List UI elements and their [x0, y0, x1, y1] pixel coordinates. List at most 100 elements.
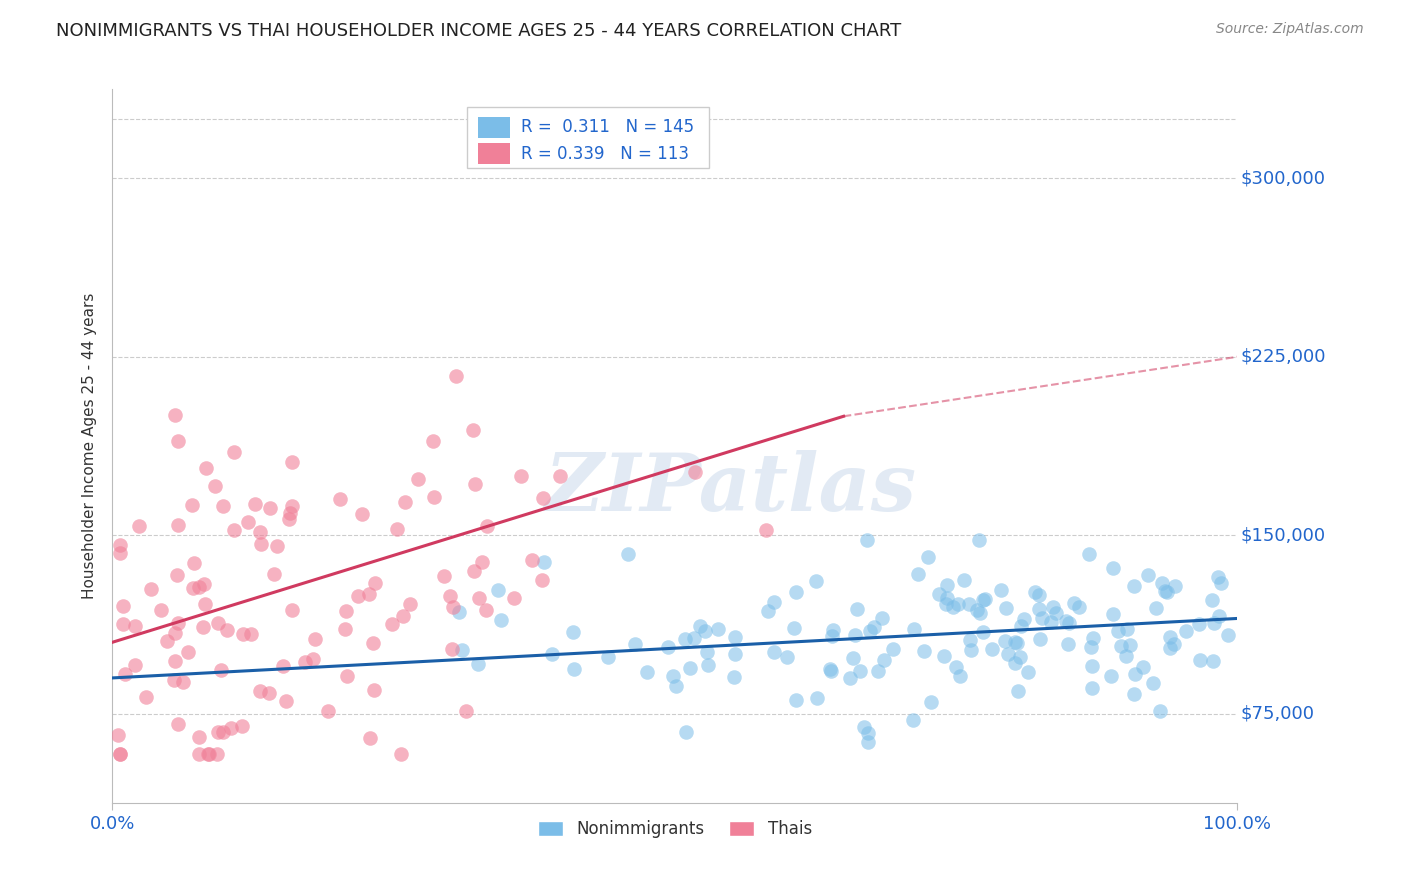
- Point: [139, 582, 162, 596]
- Point: [156, 634, 179, 648]
- Point: [193, 620, 215, 634]
- Point: [1004, 635, 1026, 649]
- Point: [548, 468, 571, 483]
- Point: [294, 655, 316, 669]
- Point: [1201, 593, 1223, 607]
- Point: [181, 498, 204, 512]
- Point: [617, 547, 640, 561]
- Point: [696, 644, 718, 658]
- Point: [249, 684, 271, 698]
- Point: [197, 747, 219, 761]
- Point: [346, 589, 368, 603]
- Point: [391, 608, 413, 623]
- Text: R =  0.311   N = 145: R = 0.311 N = 145: [520, 118, 695, 136]
- Point: [1099, 669, 1122, 683]
- Text: $75,000: $75,000: [1240, 705, 1315, 723]
- Point: [1144, 601, 1167, 615]
- Point: [675, 724, 697, 739]
- Point: [856, 533, 879, 547]
- Point: [461, 423, 484, 437]
- Point: [981, 641, 1004, 656]
- Point: [995, 601, 1018, 615]
- Point: [942, 600, 965, 615]
- Point: [683, 466, 706, 480]
- Point: [238, 515, 260, 529]
- Point: [818, 662, 841, 676]
- Point: [1017, 665, 1039, 680]
- Point: [755, 523, 778, 537]
- Point: [945, 660, 967, 674]
- Point: [281, 603, 304, 617]
- Point: [1202, 616, 1225, 631]
- Point: [449, 605, 471, 619]
- Point: [949, 669, 972, 683]
- Point: [391, 747, 413, 761]
- Point: [150, 603, 173, 617]
- Point: [1057, 637, 1080, 651]
- Point: [903, 622, 925, 636]
- Point: [243, 497, 266, 511]
- Point: [259, 500, 281, 515]
- Point: [533, 556, 555, 570]
- Point: [946, 597, 969, 611]
- Point: [657, 640, 679, 654]
- Point: [1080, 640, 1102, 655]
- Point: [785, 692, 807, 706]
- Text: NONIMMIGRANTS VS THAI HOUSEHOLDER INCOME AGES 25 - 44 YEARS CORRELATION CHART: NONIMMIGRANTS VS THAI HOUSEHOLDER INCOME…: [56, 22, 901, 40]
- Point: [489, 613, 512, 627]
- Point: [776, 649, 799, 664]
- Point: [1132, 660, 1154, 674]
- Point: [541, 647, 564, 661]
- Point: [1107, 624, 1129, 638]
- Point: [821, 629, 844, 643]
- Point: [763, 645, 786, 659]
- Point: [928, 587, 950, 601]
- Point: [1005, 636, 1028, 650]
- Point: [316, 705, 339, 719]
- Point: [785, 585, 807, 599]
- Point: [707, 622, 730, 636]
- Text: $225,000: $225,000: [1240, 348, 1326, 366]
- Point: [845, 602, 868, 616]
- Point: [907, 566, 929, 581]
- Point: [194, 461, 217, 475]
- Point: [997, 648, 1019, 662]
- Point: [1209, 575, 1232, 590]
- Point: [1150, 576, 1173, 591]
- Point: [474, 603, 496, 617]
- Point: [520, 553, 543, 567]
- Point: [240, 627, 263, 641]
- Point: [1012, 612, 1035, 626]
- Point: [224, 445, 246, 459]
- Point: [917, 550, 939, 565]
- Point: [177, 645, 200, 659]
- Point: [920, 695, 942, 709]
- Point: [531, 491, 554, 505]
- Point: [724, 630, 747, 644]
- Point: [510, 468, 533, 483]
- Point: [662, 669, 685, 683]
- Point: [207, 615, 229, 630]
- Point: [562, 662, 585, 676]
- Point: [1156, 584, 1178, 599]
- Point: [844, 628, 866, 642]
- Point: [723, 670, 745, 684]
- Point: [1045, 606, 1067, 620]
- Text: $300,000: $300,000: [1240, 169, 1326, 187]
- Point: [108, 546, 131, 560]
- Point: [1024, 585, 1046, 599]
- Point: [673, 632, 696, 647]
- Point: [1136, 567, 1159, 582]
- Point: [215, 623, 238, 637]
- Point: [1028, 602, 1050, 616]
- Point: [953, 573, 976, 587]
- Point: [193, 577, 215, 591]
- Point: [1163, 637, 1185, 651]
- Point: [205, 747, 228, 761]
- Point: [302, 652, 325, 666]
- Point: [111, 617, 134, 632]
- Point: [128, 518, 150, 533]
- Point: [990, 582, 1012, 597]
- Point: [381, 617, 404, 632]
- Point: [1123, 687, 1146, 701]
